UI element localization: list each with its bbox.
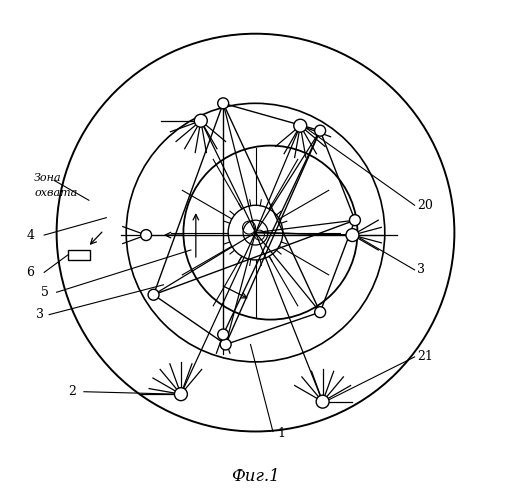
Text: 2: 2 xyxy=(68,385,77,398)
Text: 3: 3 xyxy=(36,308,44,321)
Circle shape xyxy=(194,114,207,127)
Circle shape xyxy=(350,214,360,226)
Text: охвата: охвата xyxy=(34,188,78,198)
Text: 20: 20 xyxy=(417,198,433,212)
Text: 21: 21 xyxy=(417,350,433,364)
Text: 5: 5 xyxy=(41,286,49,299)
Text: Зона: Зона xyxy=(34,173,62,183)
Circle shape xyxy=(346,228,359,241)
Circle shape xyxy=(218,98,228,109)
Circle shape xyxy=(220,339,231,350)
Circle shape xyxy=(315,306,326,318)
Circle shape xyxy=(315,125,326,136)
Circle shape xyxy=(218,329,228,340)
Circle shape xyxy=(148,290,159,300)
Circle shape xyxy=(316,395,329,408)
Text: 4: 4 xyxy=(26,228,34,241)
Text: 3: 3 xyxy=(417,264,425,276)
Bar xyxy=(68,250,90,260)
Circle shape xyxy=(294,119,307,132)
Text: 6: 6 xyxy=(26,266,34,279)
Text: Фиг.1: Фиг.1 xyxy=(231,468,280,484)
Text: 1: 1 xyxy=(278,428,286,440)
Circle shape xyxy=(174,388,188,400)
Circle shape xyxy=(141,230,152,240)
